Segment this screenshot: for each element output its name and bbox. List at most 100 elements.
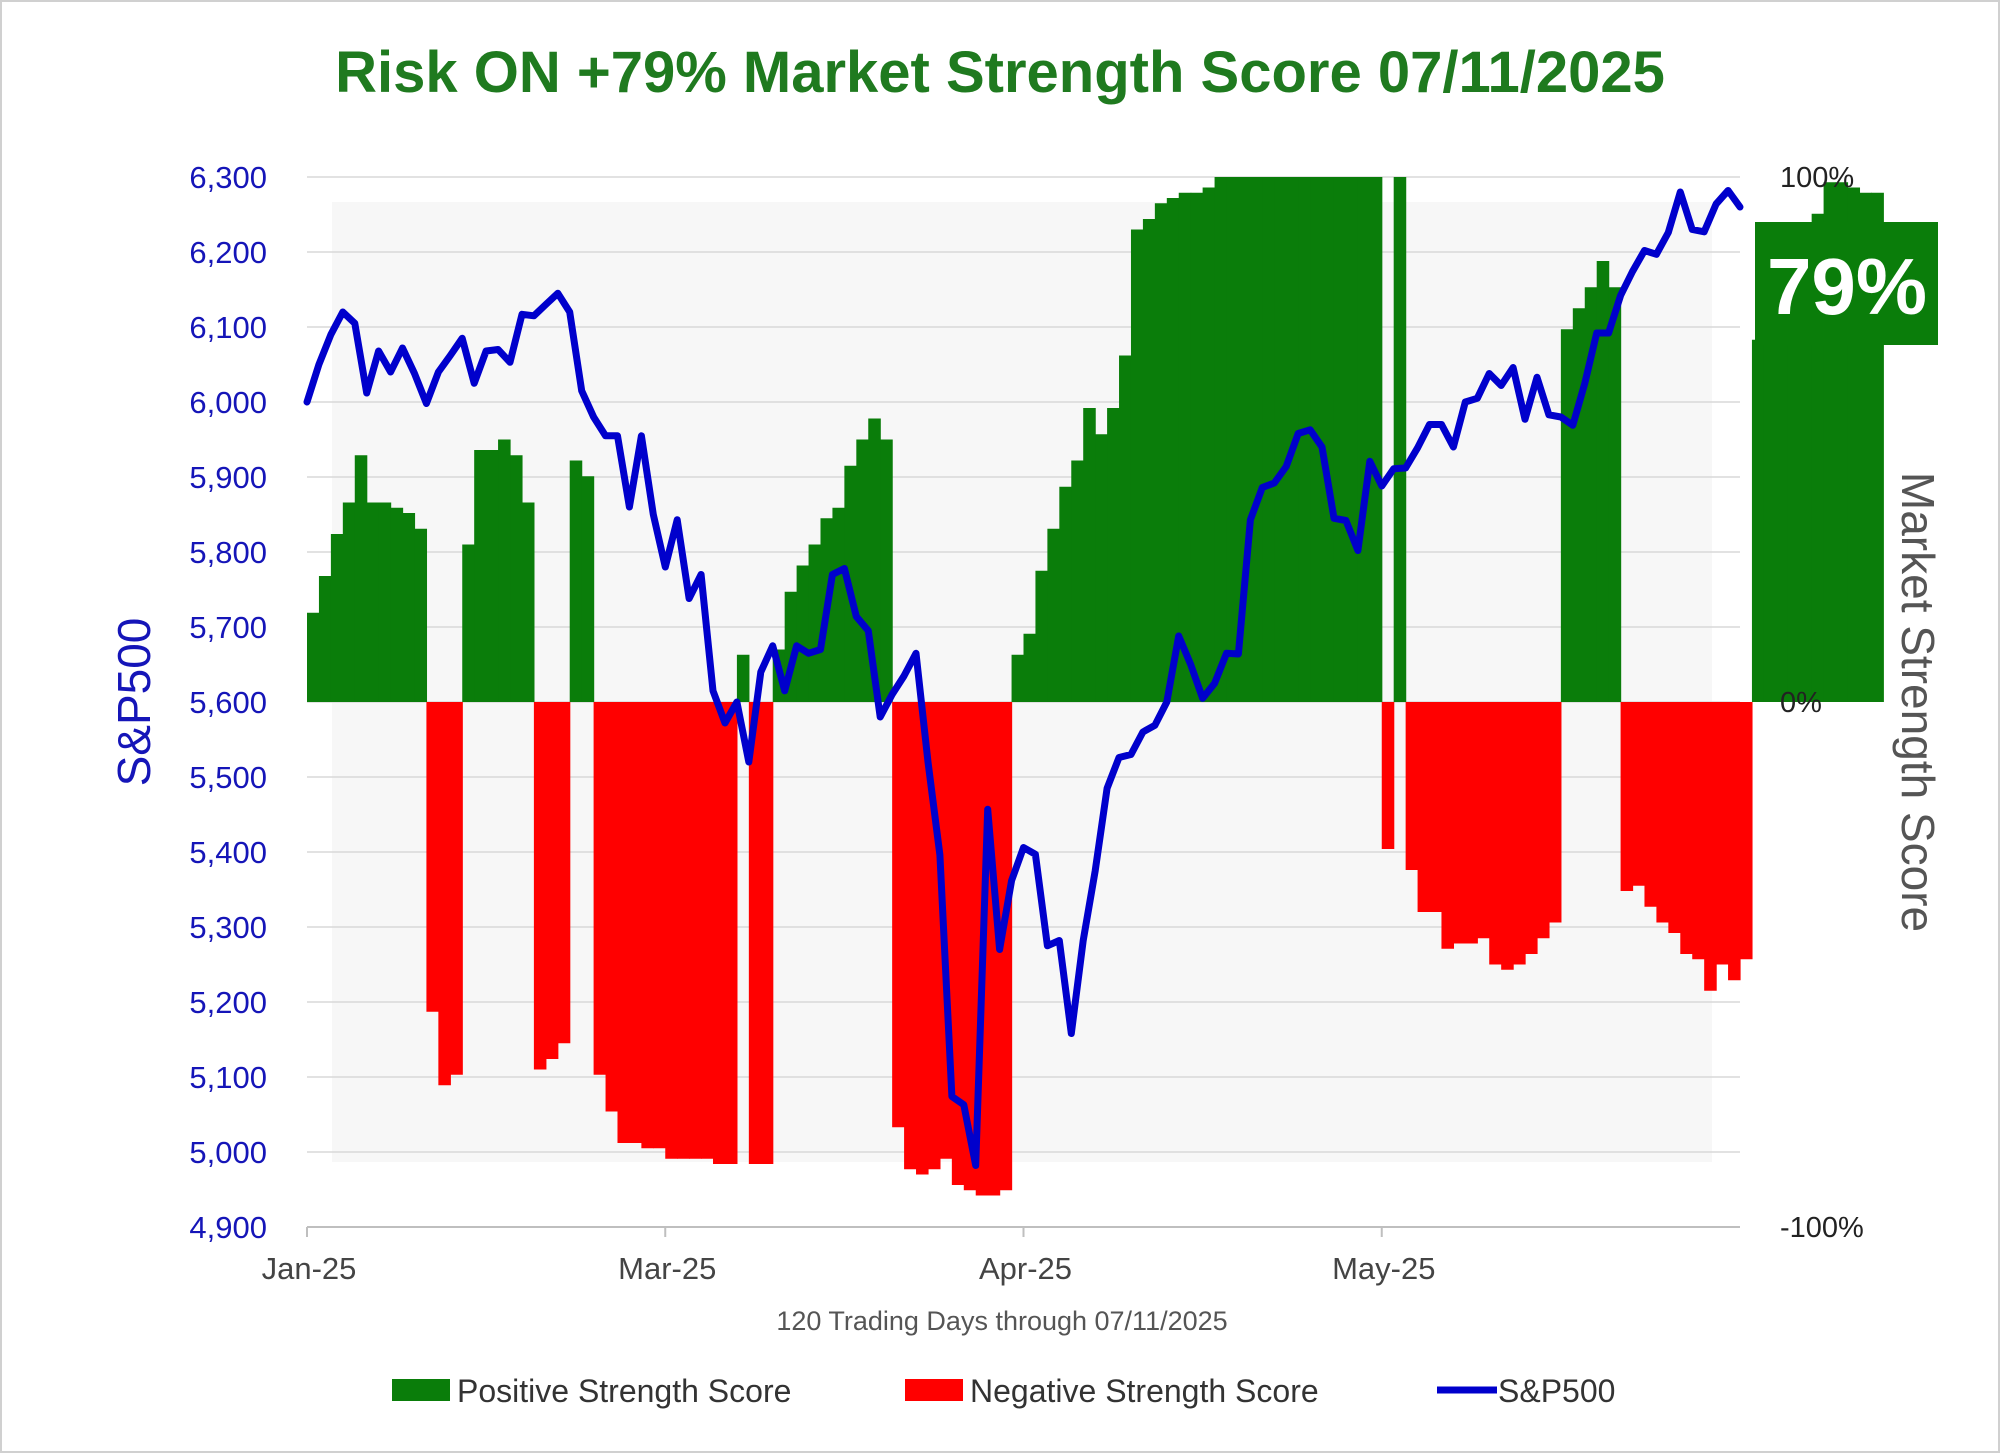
legend: Positive Strength Score Negative Strengt… (392, 1373, 1615, 1409)
positive-score-bar (1262, 177, 1275, 702)
positive-score-bar (1357, 177, 1371, 702)
positive-score-bar (1369, 177, 1383, 702)
negative-score-bar (689, 702, 702, 1159)
positive-score-bar (1787, 261, 1801, 702)
negative-score-bar (1656, 702, 1669, 923)
positive-score-bar (880, 439, 893, 702)
positive-score-bar (1202, 187, 1216, 702)
negative-score-bar (1501, 702, 1514, 970)
x-axis-title: 120 Trading Days through 07/11/2025 (776, 1306, 1227, 1336)
positive-score-bar (366, 502, 380, 702)
positive-score-bar (1083, 408, 1096, 702)
positive-score-bar (1584, 287, 1598, 702)
left-tick-label: 5,600 (189, 685, 267, 720)
negative-score-bar (1477, 702, 1490, 939)
positive-score-bar (1178, 192, 1192, 702)
positive-score-bar (1560, 329, 1574, 702)
positive-score-bar (521, 502, 535, 702)
negative-score-bar (629, 702, 642, 1143)
negative-score-bar (904, 702, 917, 1170)
right-tick-label: 0% (1780, 687, 1822, 719)
positive-score-bar (1298, 177, 1311, 702)
positive-score-bar (1214, 177, 1228, 702)
negative-score-bar (1728, 702, 1741, 981)
positive-score-bar (390, 507, 404, 702)
negative-score-bar (653, 702, 666, 1149)
positive-score-bar (486, 450, 499, 702)
negative-score-bar (1441, 702, 1454, 949)
positive-score-bar (856, 439, 869, 702)
positive-score-bar (1011, 654, 1025, 702)
left-tick-label: 5,200 (189, 985, 267, 1020)
negative-score-bar (593, 702, 607, 1075)
current-score-label: 79% (1767, 242, 1927, 331)
negative-score-bar (1704, 702, 1717, 991)
negative-score-bar (1513, 702, 1526, 965)
negative-score-bar (1525, 702, 1538, 954)
negative-score-bar (438, 702, 451, 1086)
positive-score-bar (569, 460, 583, 702)
positive-score-bar (1596, 261, 1610, 702)
negative-score-bar (701, 702, 714, 1159)
positive-score-bar (510, 455, 523, 702)
positive-score-bar (1274, 177, 1287, 702)
x-tick-label: Apr-25 (979, 1251, 1072, 1286)
left-tick-label: 4,900 (189, 1210, 267, 1245)
negative-score-bar (951, 702, 965, 1185)
left-tick-label: 5,900 (189, 460, 267, 495)
legend-positive-label: Positive Strength Score (457, 1373, 791, 1409)
negative-score-bar (426, 702, 439, 1012)
negative-score-bar (916, 702, 929, 1175)
positive-score-bar (1322, 177, 1335, 702)
x-tick-label: Jan-25 (262, 1251, 357, 1286)
negative-score-bar (1548, 702, 1562, 923)
legend-positive-swatch (392, 1379, 450, 1401)
chart-title: Risk ON +79% Market Strength Score 07/11… (335, 40, 1665, 105)
legend-negative-label: Negative Strength Score (970, 1373, 1319, 1409)
positive-score-bar (1047, 528, 1060, 702)
x-tick-label: Mar-25 (618, 1251, 716, 1286)
negative-score-bar (1381, 702, 1395, 849)
positive-score-bar (1142, 219, 1156, 702)
positive-score-bar (1393, 177, 1407, 702)
positive-score-bar (796, 565, 810, 702)
negative-score-bar (1489, 702, 1502, 965)
negative-score-bar (665, 702, 678, 1159)
positive-score-bar (1608, 287, 1622, 702)
sp500-line-layer (303, 187, 1744, 1169)
positive-score-bar (1572, 308, 1586, 702)
negative-score-bar (641, 702, 654, 1149)
positive-score-bar (1119, 355, 1132, 702)
left-tick-label: 5,300 (189, 910, 267, 945)
negative-score-bar (1465, 702, 1478, 944)
positive-score-bar (1166, 198, 1180, 702)
left-tick-label: 5,100 (189, 1060, 267, 1095)
score-bars (307, 177, 1884, 1196)
negative-score-bar (1405, 702, 1419, 870)
negative-score-bar (1632, 702, 1646, 886)
positive-score-bar (1095, 434, 1108, 702)
negative-score-bar (617, 702, 631, 1143)
positive-score-bar (832, 507, 845, 702)
negative-score-bar (1692, 702, 1705, 960)
positive-score-bar (378, 502, 392, 702)
right-tick-label: -100% (1780, 1212, 1864, 1244)
positive-score-bar (1035, 570, 1048, 702)
positive-score-bar (402, 513, 416, 702)
positive-score-bar (307, 612, 320, 702)
negative-score-bar (677, 702, 690, 1159)
negative-score-bar (963, 702, 977, 1191)
negative-score-bar (533, 702, 547, 1070)
negative-score-bar (1716, 702, 1729, 965)
positive-score-bar (342, 502, 356, 702)
positive-score-bar (1345, 177, 1359, 702)
left-tick-label: 6,100 (189, 310, 267, 345)
negative-score-bar (450, 702, 463, 1075)
negative-score-bar (1620, 702, 1634, 891)
positive-score-bar (1751, 339, 1765, 702)
positive-score-bar (1226, 177, 1240, 702)
positive-score-bar (1154, 203, 1168, 702)
positive-score-bar (1107, 408, 1120, 702)
left-tick-label: 5,000 (189, 1135, 267, 1170)
